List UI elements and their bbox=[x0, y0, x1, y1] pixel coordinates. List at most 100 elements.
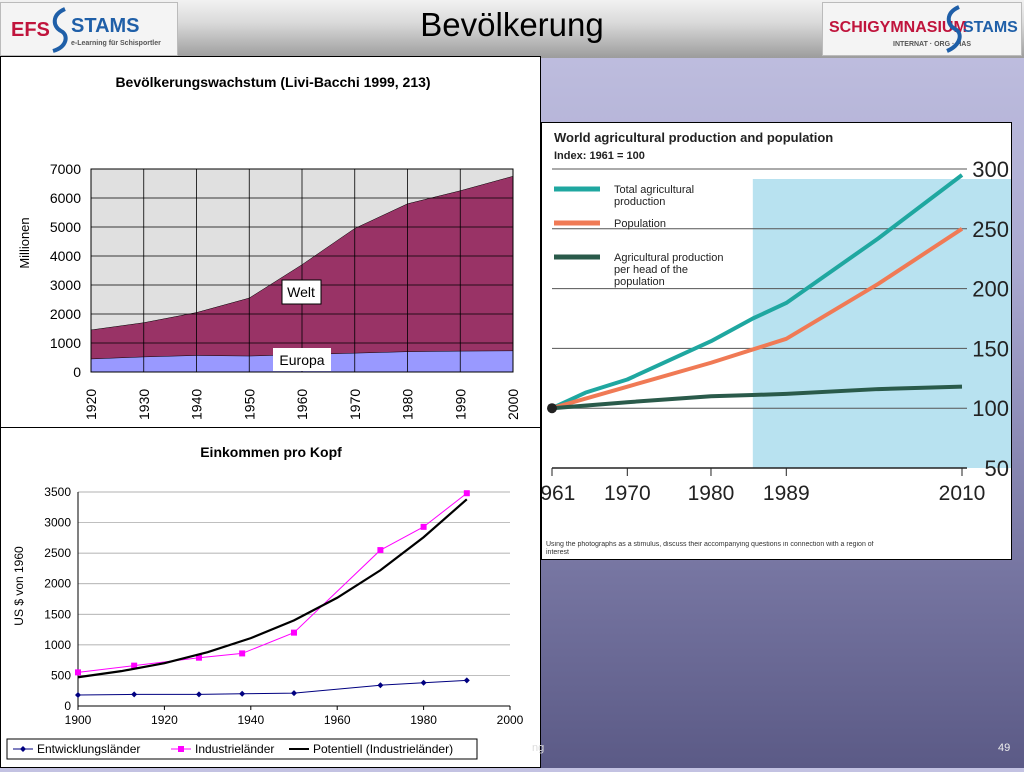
projection-band bbox=[752, 179, 1011, 468]
population-chart: Bevölkerungswachstum (Livi-Bacchi 1999, … bbox=[17, 74, 521, 420]
y-axis-label: US $ von 1960 bbox=[12, 546, 26, 626]
y-tick-label: 1000 bbox=[44, 638, 71, 652]
y-tick-label: 2000 bbox=[44, 577, 71, 591]
series-point bbox=[239, 650, 246, 657]
y-tick-label: 7000 bbox=[50, 161, 81, 177]
series-point bbox=[195, 691, 202, 698]
x-tick-label: 2010 bbox=[939, 482, 986, 505]
legend-marker bbox=[20, 746, 26, 752]
y-tick-label: 2000 bbox=[50, 306, 81, 322]
slide-header: Bevölkerung EFS STAMS e-Learning für Sch… bbox=[0, 0, 1024, 58]
logo-right-small: INTERNAT · ORG · HAS bbox=[893, 41, 972, 48]
y-tick-label: 0 bbox=[64, 699, 71, 713]
chart-title: Einkommen pro Kopf bbox=[200, 444, 342, 460]
s-swoosh-icon bbox=[946, 5, 962, 53]
series-point bbox=[420, 679, 427, 686]
income-chart: Einkommen pro Kopf US $ von 1960 0 500 100… bbox=[6, 444, 524, 760]
logo-left-small: e-Learning für Schisportler bbox=[71, 40, 161, 47]
series-line-1 bbox=[551, 227, 964, 411]
welt-label-box bbox=[281, 279, 322, 305]
series-point bbox=[291, 690, 297, 697]
y-tick-label: 3000 bbox=[50, 277, 81, 293]
x-tick-label: 1980 bbox=[410, 713, 437, 727]
series-line-2 bbox=[77, 498, 468, 679]
series-point bbox=[195, 654, 202, 661]
y-tick-label: 3500 bbox=[44, 485, 71, 499]
schigymnasium-stams-logo: SCHIGYMNASIUM STAMS INTERNAT · ORG · HAS bbox=[822, 2, 1022, 56]
y-tick-label: 5000 bbox=[50, 219, 81, 235]
x-tick-label: 1940 bbox=[189, 389, 205, 420]
x-tick-label: 1990 bbox=[452, 389, 468, 420]
europa-label: Europa bbox=[279, 352, 324, 368]
x-tick-label: 1980 bbox=[688, 482, 735, 505]
series-line-1 bbox=[77, 492, 468, 673]
y-tick-label: 1000 bbox=[50, 335, 81, 351]
x-tick-label: 1970 bbox=[347, 389, 363, 420]
x-tick-label: 1961 bbox=[542, 482, 575, 505]
legend-label: Industrieländer bbox=[195, 742, 274, 756]
series-point bbox=[420, 523, 427, 530]
y-tick-label: 100 bbox=[972, 396, 1009, 421]
legend-label-line: Agricultural production bbox=[614, 252, 723, 264]
x-tick-label: 1989 bbox=[763, 482, 810, 505]
series-line-0 bbox=[551, 173, 964, 411]
y-tick-label: 250 bbox=[972, 217, 1009, 242]
x-tick-label: 1950 bbox=[241, 389, 257, 420]
series-line-0 bbox=[77, 679, 467, 696]
logo-right-big2: STAMS bbox=[963, 19, 1018, 36]
logo-right-big: SCHIGYMNASIUM bbox=[829, 19, 967, 36]
legend-label-line: Total agricultural bbox=[614, 184, 694, 196]
chart-caption: Using the photographs as a stimulus, dis… bbox=[546, 541, 874, 556]
y-axis-label: Millionen bbox=[17, 217, 32, 268]
plot-border bbox=[90, 168, 514, 373]
series-point bbox=[239, 690, 246, 697]
page-title: Bevölkerung bbox=[420, 6, 604, 43]
y-tick-label: 0 bbox=[73, 364, 81, 380]
europa-label-box bbox=[273, 348, 331, 371]
agriculture-chart-panel: World agricultural production and popula… bbox=[529, 122, 1012, 560]
y-tick-label: 2500 bbox=[44, 546, 71, 560]
series-point bbox=[377, 547, 384, 554]
legend-label-line: population bbox=[614, 276, 665, 288]
series-point bbox=[75, 691, 81, 698]
plot-area: 50 100 150 200 250 300 1961 1970 1980 1989 2010 Tot… bbox=[529, 157, 1011, 505]
income-chart-panel: Einkommen pro Kopf US $ von 1960 0 500 100… bbox=[0, 427, 541, 768]
chart-title: World agricultural production and popula… bbox=[554, 130, 833, 145]
agriculture-chart: World agricultural production and popula… bbox=[529, 130, 1011, 556]
series-line-2 bbox=[551, 384, 963, 411]
chart-title: Bevölkerungswachstum (Livi-Bacchi 1999, … bbox=[115, 74, 430, 90]
series-point bbox=[291, 629, 297, 636]
y-tick-label: 4000 bbox=[50, 248, 81, 264]
y-tick-label: 200 bbox=[972, 277, 1009, 302]
population-chart-panel: Bevölkerungswachstum (Livi-Bacchi 1999, … bbox=[0, 56, 541, 428]
legend-marker bbox=[178, 746, 184, 752]
x-tick-label: 2000 bbox=[497, 713, 524, 727]
logo-left-big: EFS bbox=[11, 19, 50, 41]
origin-point bbox=[547, 403, 557, 414]
page-number: 49 bbox=[998, 742, 1011, 754]
x-tick-label: 2000 bbox=[505, 389, 521, 420]
y-tick-label: 300 bbox=[972, 157, 1009, 182]
y-tick-label: 6000 bbox=[50, 190, 81, 206]
x-tick-label: 1900 bbox=[65, 713, 92, 727]
series-point bbox=[463, 677, 470, 684]
plot-area: 0 1000 2000 3000 4000 5000 6000 7000 1920 1930 194… bbox=[50, 161, 521, 420]
y-tick-label: 500 bbox=[51, 668, 71, 682]
footer-text: ng bbox=[532, 742, 545, 754]
x-tick-label: 1980 bbox=[400, 389, 416, 420]
legend-label: Potentiell (Industrieländer) bbox=[313, 742, 453, 756]
x-tick-label: 1920 bbox=[151, 713, 178, 727]
efs-stams-logo: EFS STAMS e-Learning für Schisportler bbox=[0, 2, 178, 56]
x-tick-label: 1960 bbox=[294, 389, 310, 420]
x-tick-label: 1940 bbox=[237, 713, 264, 727]
series-point bbox=[75, 669, 81, 676]
logo-left-big2: STAMS bbox=[71, 15, 140, 37]
legend-label: Entwicklungsländer bbox=[37, 742, 140, 756]
y-tick-label: 150 bbox=[972, 336, 1009, 361]
y-tick-label: 1500 bbox=[44, 607, 71, 621]
series-point bbox=[131, 662, 138, 669]
series-point bbox=[131, 691, 138, 698]
x-tick-label: 1920 bbox=[83, 389, 99, 420]
legend-label-line: per head of the bbox=[614, 264, 688, 276]
series-point bbox=[463, 490, 470, 497]
